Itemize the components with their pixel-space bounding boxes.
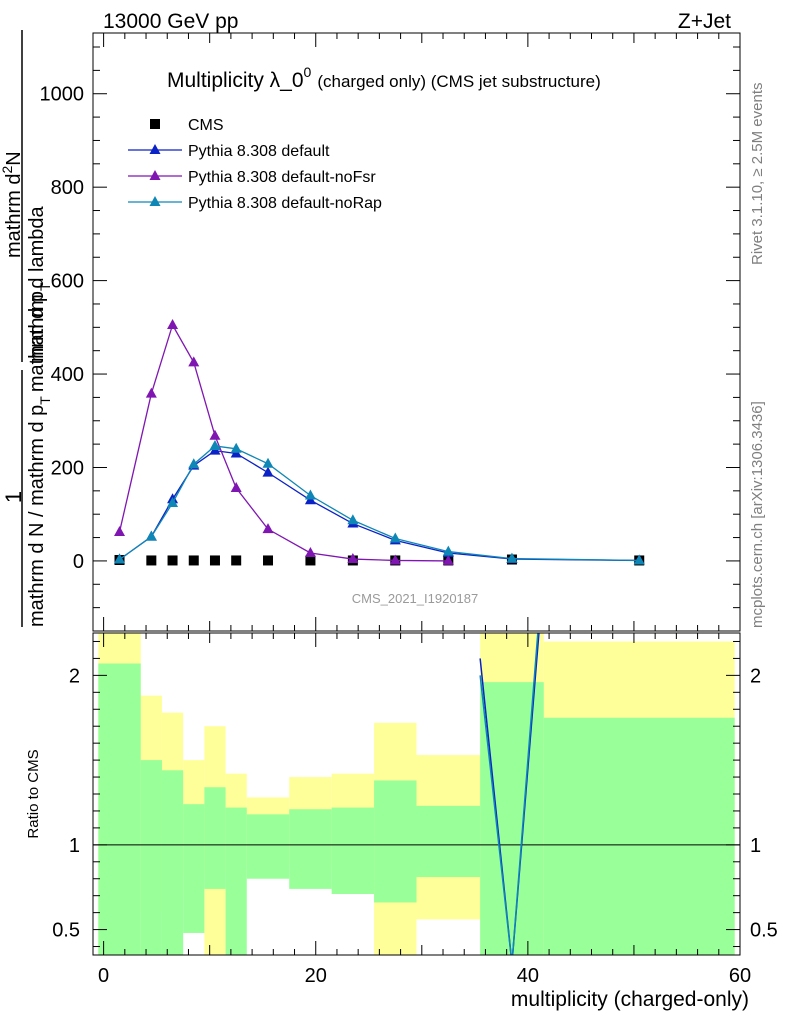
ratio-y-axis-label: Ratio to CMS bbox=[25, 749, 42, 838]
ratio-band-green-7 bbox=[289, 809, 332, 889]
ratio-y-tick-label-2: 2 bbox=[69, 665, 80, 687]
series-1-point-6 bbox=[262, 466, 274, 477]
ratio-band-green-4 bbox=[204, 787, 226, 889]
series-2-point-7 bbox=[304, 546, 316, 557]
ratio-line-noRap bbox=[479, 633, 539, 955]
ratio-band-green-6 bbox=[246, 814, 290, 879]
header-left: 13000 GeV pp bbox=[103, 10, 238, 33]
x-axis-label: multiplicity (charged-only) bbox=[511, 988, 749, 1011]
side-text-bottom: mcplots.cern.ch [arXiv:1306.3436] bbox=[749, 401, 766, 628]
series-3-point-10 bbox=[442, 545, 454, 556]
series-2-point-2 bbox=[167, 318, 179, 329]
ratio-band-green-9 bbox=[374, 780, 417, 903]
series-line-2 bbox=[118, 323, 449, 562]
ylabel-denominator-1: mathrm d N / mathrm d pTmathrm d pT bbox=[26, 282, 53, 627]
legend-label-1: Pythia 8.308 default bbox=[188, 143, 330, 160]
series-3-point-9 bbox=[389, 532, 401, 543]
ratio-band-green-0 bbox=[98, 663, 141, 955]
ratio-band-green-12 bbox=[543, 717, 735, 955]
series-3-point-11 bbox=[506, 552, 518, 563]
header-right: Z+Jet bbox=[678, 10, 731, 33]
ratio-y-tick-label-1: 1 bbox=[69, 835, 80, 857]
series-3-point-7 bbox=[304, 489, 316, 500]
series-2-point-4 bbox=[209, 429, 221, 440]
series-2-point-8 bbox=[347, 553, 359, 564]
side-text-top: Rivet 3.1.10, ≥ 2.5M events bbox=[749, 83, 766, 266]
ratio-band-green-8 bbox=[331, 807, 375, 894]
ratio-band-green-10 bbox=[416, 805, 481, 878]
legend-label-3: Pythia 8.308 default-noRap bbox=[188, 195, 382, 212]
ylabel-one: 1 bbox=[1, 491, 26, 503]
cms-point-4 bbox=[209, 555, 220, 566]
ratio-y-tick-label-right-2: 2 bbox=[750, 665, 761, 687]
ratio-band-green-5 bbox=[225, 807, 247, 955]
series-2-point-9 bbox=[389, 554, 401, 565]
ratio-y-tick-label-right-0: 0.5 bbox=[750, 920, 778, 942]
legend-marker-3 bbox=[149, 196, 161, 206]
cms-point-2 bbox=[167, 555, 178, 566]
ratio-y-tick-label-right-1: 1 bbox=[750, 835, 761, 857]
series-3-point-12 bbox=[633, 554, 645, 565]
y-tick-label-0: 0 bbox=[73, 551, 84, 573]
main-y-axis-label: 1 mathrm d N / mathrm d pTmathrm d pT ma… bbox=[0, 30, 53, 627]
y-tick-label-2: 400 bbox=[51, 364, 84, 386]
main-title-suffix: (charged only) (CMS jet substructure) bbox=[317, 72, 600, 91]
ratio-axes: 0 20 40 60 0.5 0.5 1 1 2 2 bbox=[52, 632, 778, 987]
series-2 bbox=[114, 318, 454, 565]
x-tick-label-3: 60 bbox=[729, 965, 751, 987]
series-2-point-1 bbox=[145, 387, 157, 398]
ratio-band-green-1 bbox=[140, 760, 162, 955]
ylabel-denominator-2: mathrm d lambda bbox=[26, 206, 48, 362]
x-tick-label-2: 40 bbox=[517, 965, 539, 987]
ratio-band-green-3 bbox=[183, 804, 205, 933]
main-plot-area bbox=[114, 318, 645, 566]
x-tick-label-1: 20 bbox=[305, 965, 327, 987]
main-title-superscript: 0 bbox=[304, 64, 312, 80]
series-3-point-8 bbox=[347, 514, 359, 525]
ratio-y-tick-label-0: 0.5 bbox=[52, 920, 80, 942]
cms-point-7 bbox=[305, 555, 316, 566]
series-2-point-0 bbox=[114, 525, 126, 536]
y-tick-label-1: 200 bbox=[51, 457, 84, 479]
series-3 bbox=[114, 439, 645, 565]
cms-point-1 bbox=[146, 555, 157, 566]
y-tick-label-3: 600 bbox=[51, 271, 84, 293]
main-title-text: Multiplicity λ_0 bbox=[167, 69, 304, 92]
legend-marker-2 bbox=[149, 170, 161, 180]
ratio-band-green-11 bbox=[480, 682, 544, 955]
series-2-point-5 bbox=[230, 482, 242, 493]
ylabel-numerator: mathrm d2N bbox=[0, 151, 25, 258]
watermark: CMS_2021_I1920187 bbox=[352, 591, 479, 606]
series-3-point-4 bbox=[209, 439, 221, 450]
main-title: Multiplicity λ_00 (charged only) (CMS jet… bbox=[167, 64, 601, 92]
series-2-point-3 bbox=[188, 356, 200, 367]
legend: CMS Pythia 8.308 default Pythia 8.308 defa… bbox=[128, 117, 382, 212]
cms-point-5 bbox=[231, 555, 242, 566]
x-tick-label-0: 0 bbox=[98, 965, 109, 987]
series-3-point-2 bbox=[167, 496, 179, 507]
series-2-point-6 bbox=[262, 523, 274, 534]
legend-marker-0 bbox=[150, 119, 160, 129]
cms-point-6 bbox=[263, 555, 274, 566]
legend-label-2: Pythia 8.308 default-noFsr bbox=[188, 169, 376, 186]
series-3-point-6 bbox=[262, 457, 274, 468]
cms-point-3 bbox=[188, 555, 199, 566]
ratio-line-default bbox=[479, 633, 540, 955]
ratio-band-green-2 bbox=[161, 770, 184, 955]
series-3-point-5 bbox=[230, 442, 242, 453]
series-3-point-0 bbox=[114, 553, 126, 564]
main-axes: 0 200 400 600 800 1000 bbox=[40, 32, 741, 632]
series-3-point-1 bbox=[145, 530, 157, 541]
main-frame bbox=[92, 32, 741, 632]
series-3-point-3 bbox=[188, 458, 200, 469]
y-tick-label-5: 1000 bbox=[40, 84, 85, 106]
ratio-plot-area bbox=[93, 633, 740, 955]
y-tick-label-4: 800 bbox=[51, 177, 84, 199]
legend-marker-1 bbox=[149, 144, 161, 154]
series-2-point-10 bbox=[442, 554, 454, 565]
legend-label-0: CMS bbox=[188, 117, 224, 134]
